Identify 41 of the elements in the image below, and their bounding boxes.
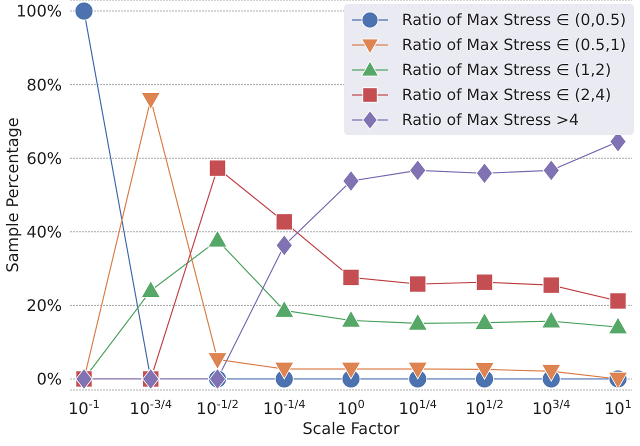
x-tick-label: 10$^{1/4}$ — [398, 398, 437, 418]
y-tick-label: 80% — [26, 75, 62, 94]
point — [542, 276, 560, 294]
legend-label: Ratio of Max Stress ∈ (2,4) — [402, 86, 612, 104]
point — [476, 274, 493, 291]
x-axis-title: Scale Factor — [302, 419, 400, 438]
legend-label: Ratio of Max Stress >4 — [402, 110, 579, 128]
x-tick-label: 10$^{0}$ — [337, 398, 365, 418]
point — [409, 276, 426, 293]
x-tick-label: 10$^{3/4}$ — [532, 398, 570, 418]
point — [409, 160, 426, 182]
point — [474, 362, 494, 380]
point — [209, 160, 226, 177]
point — [541, 364, 562, 382]
x-tick-label: 10$^{-1/4}$ — [263, 398, 306, 418]
legend-label: Ratio of Max Stress ∈ (0,0.5) — [402, 10, 626, 28]
x-tick-label: 10$^{1/2}$ — [465, 398, 504, 418]
legend-label: Ratio of Max Stress ∈ (1,2) — [402, 60, 612, 78]
point — [341, 362, 361, 380]
point — [610, 292, 626, 310]
x-tick-label: 10$^{-1}$ — [68, 398, 100, 418]
x-tick-label: 10$^{-1/2}$ — [196, 398, 239, 418]
point — [208, 352, 228, 370]
point — [342, 170, 360, 192]
point — [276, 234, 293, 256]
y-axis-title: Sample Percentage — [3, 117, 22, 273]
x-tick-label: 10$^{-3/4}$ — [130, 398, 172, 418]
point — [476, 162, 493, 184]
point — [74, 2, 94, 20]
y-tick-label: 100% — [16, 2, 62, 21]
x-tick-label: 10$^{1}$ — [604, 398, 632, 418]
y-tick-label: 60% — [26, 148, 62, 168]
y-tick-label: 0% — [36, 370, 62, 389]
y-tick-label: 20% — [26, 296, 62, 316]
y-tick-label: 40% — [26, 222, 62, 242]
point — [542, 160, 560, 182]
point — [274, 362, 294, 380]
point — [276, 213, 293, 230]
legend-label: Ratio of Max Stress ∈ (0.5,1) — [402, 36, 626, 54]
point — [342, 268, 360, 286]
point — [408, 362, 428, 380]
